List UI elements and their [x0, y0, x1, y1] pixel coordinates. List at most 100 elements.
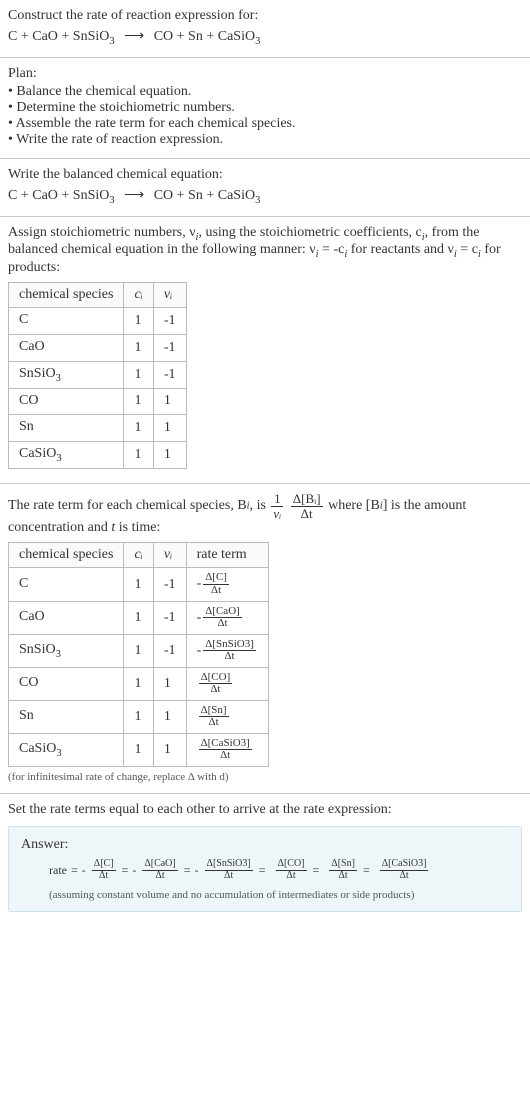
minus-sign: - — [195, 863, 199, 878]
cell-species: CaO — [9, 334, 124, 361]
fraction: Δ[Sn]Δt — [327, 859, 359, 881]
table-row: SnSiO31-1-Δ[SnSiO3]Δt — [9, 634, 269, 667]
cell-rate: Δ[CaSiO3]Δt — [186, 733, 268, 766]
arrow-icon: ⟶ — [118, 188, 150, 203]
cell-species: CaO — [9, 601, 124, 634]
fraction: Δ[CO]Δt — [274, 859, 309, 881]
equals-sign: = — [363, 863, 370, 878]
question-section: Construct the rate of reaction expressio… — [0, 0, 530, 57]
cell-c: 1 — [124, 334, 153, 361]
rate-terms-section: The rate term for each chemical species,… — [0, 484, 530, 793]
cell-species: C — [9, 308, 124, 335]
table-row: CaSiO311Δ[CaSiO3]Δt — [9, 733, 269, 766]
cell-rate: Δ[Sn]Δt — [186, 700, 268, 733]
cell-rate: -Δ[SnSiO3]Δt — [186, 634, 268, 667]
cell-c: 1 — [124, 568, 153, 601]
col-species: chemical species — [9, 543, 124, 568]
table-row: Sn11Δ[Sn]Δt — [9, 700, 269, 733]
rate-expression: rate = -Δ[C]Δt = -Δ[CaO]Δt = -Δ[SnSiO3]Δ… — [21, 859, 509, 881]
cell-c: 1 — [124, 308, 153, 335]
equals-sign: = — [313, 863, 320, 878]
question-title: Construct the rate of reaction expressio… — [8, 8, 522, 24]
cell-v: 1 — [153, 388, 186, 415]
equals-sign: = — [71, 863, 78, 878]
table-header-row: chemical species cᵢ νᵢ rate term — [9, 543, 269, 568]
arrow-icon: ⟶ — [118, 29, 150, 44]
fraction: Δ[C]Δt — [201, 572, 231, 596]
balanced-equation: C + CaO + SnSiO3 ⟶ CO + Sn + CaSiO3 — [8, 187, 522, 206]
cell-v: -1 — [153, 601, 186, 634]
cell-c: 1 — [124, 667, 153, 700]
cell-v: -1 — [153, 634, 186, 667]
table-row: SnSiO31-1 — [9, 361, 187, 388]
col-species: chemical species — [9, 283, 124, 308]
cell-v: -1 — [153, 568, 186, 601]
rate-terms-table: chemical species cᵢ νᵢ rate term C1-1-Δ[… — [8, 542, 269, 767]
equals-sign: = — [122, 863, 129, 878]
footnote: (for infinitesimal rate of change, repla… — [8, 771, 522, 783]
col-c: cᵢ — [124, 543, 153, 568]
final-intro: Set the rate terms equal to each other t… — [8, 802, 522, 818]
final-section: Set the rate terms equal to each other t… — [0, 794, 530, 922]
cell-species: C — [9, 568, 124, 601]
cell-species: Sn — [9, 700, 124, 733]
cell-c: 1 — [124, 361, 153, 388]
cell-v: -1 — [153, 361, 186, 388]
fraction: Δ[Bᵢ]Δt — [289, 492, 325, 520]
plan-item: • Balance the chemical equation. — [8, 84, 522, 100]
col-v: νᵢ — [153, 283, 186, 308]
cell-v: 1 — [153, 700, 186, 733]
cell-species: Sn — [9, 415, 124, 442]
reactants: C + CaO + SnSiO3 — [8, 29, 115, 44]
col-c: cᵢ — [124, 283, 153, 308]
fraction: Δ[Sn]Δt — [197, 705, 231, 729]
minus-sign: - — [82, 863, 86, 878]
cell-species: SnSiO3 — [9, 634, 124, 667]
table-row: CaO1-1-Δ[CaO]Δt — [9, 601, 269, 634]
table-header-row: chemical species cᵢ νᵢ — [9, 283, 187, 308]
cell-species: CaSiO3 — [9, 442, 124, 469]
fraction: Δ[CaO]Δt — [140, 859, 179, 881]
cell-c: 1 — [124, 733, 153, 766]
products: CO + Sn + CaSiO3 — [154, 29, 261, 44]
cell-c: 1 — [124, 700, 153, 733]
cell-c: 1 — [124, 415, 153, 442]
cell-c: 1 — [124, 388, 153, 415]
cell-c: 1 — [124, 601, 153, 634]
fraction: 1νᵢ — [269, 492, 285, 520]
col-rate: rate term — [186, 543, 268, 568]
cell-species: CaSiO3 — [9, 733, 124, 766]
cell-c: 1 — [124, 634, 153, 667]
equals-sign: = — [184, 863, 191, 878]
table-row: C1-1 — [9, 308, 187, 335]
products: CO + Sn + CaSiO3 — [154, 188, 261, 203]
col-v: νᵢ — [153, 543, 186, 568]
plan-title: Plan: — [8, 66, 522, 82]
cell-rate: -Δ[CaO]Δt — [186, 601, 268, 634]
fraction: Δ[C]Δt — [90, 859, 118, 881]
minus-sign: - — [132, 863, 136, 878]
stoich-table: chemical species cᵢ νᵢ C1-1 CaO1-1 SnSiO… — [8, 282, 187, 469]
cell-v: 1 — [153, 733, 186, 766]
table-row: CaO1-1 — [9, 334, 187, 361]
cell-rate: Δ[CO]Δt — [186, 667, 268, 700]
table-row: C1-1-Δ[C]Δt — [9, 568, 269, 601]
fraction: Δ[CaSiO3]Δt — [197, 738, 254, 762]
table-row: CaSiO311 — [9, 442, 187, 469]
fraction: Δ[SnSiO3]Δt — [203, 859, 255, 881]
answer-box: Answer: rate = -Δ[C]Δt = -Δ[CaO]Δt = -Δ[… — [8, 826, 522, 912]
rate-label: rate — [49, 863, 67, 878]
cell-species: SnSiO3 — [9, 361, 124, 388]
cell-v: -1 — [153, 308, 186, 335]
cell-c: 1 — [124, 442, 153, 469]
cell-species: CO — [9, 667, 124, 700]
table-row: CO11 — [9, 388, 187, 415]
fraction: Δ[CO]Δt — [197, 672, 235, 696]
cell-v: -1 — [153, 334, 186, 361]
cell-species: CO — [9, 388, 124, 415]
fraction: Δ[SnSiO3]Δt — [201, 639, 258, 663]
cell-v: 1 — [153, 667, 186, 700]
stoich-intro: Assign stoichiometric numbers, νi, using… — [8, 225, 522, 277]
balanced-title: Write the balanced chemical equation: — [8, 167, 522, 183]
assumption-note: (assuming constant volume and no accumul… — [21, 889, 509, 901]
